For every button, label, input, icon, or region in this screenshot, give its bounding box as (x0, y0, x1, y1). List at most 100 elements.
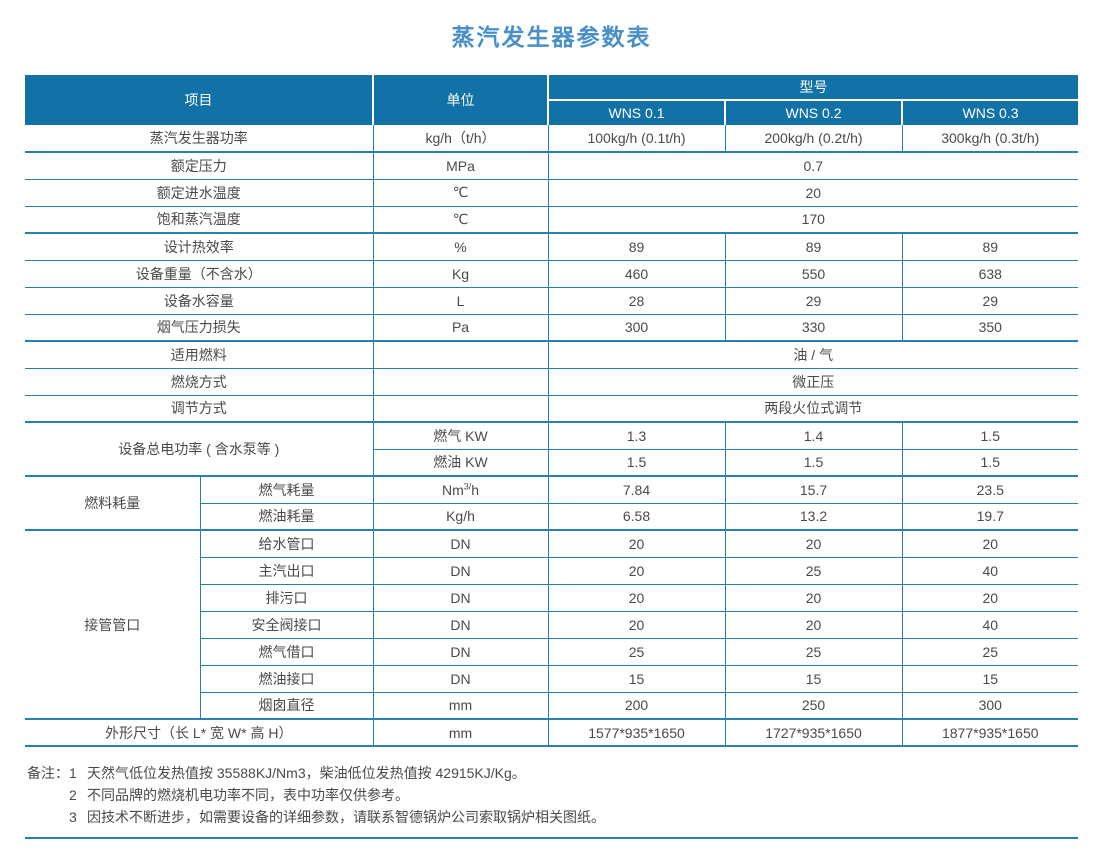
page-title: 蒸汽发生器参数表 (451, 24, 652, 50)
cell-value: 1.5 (547, 449, 725, 477)
cell-value: 300kg/h (0.3t/h) (901, 125, 1079, 153)
table-row: 设备重量（不含水） Kg 460 550 638 (25, 260, 1079, 288)
cell-unit: ℃ (372, 206, 548, 234)
cell-value: 20 (547, 584, 725, 612)
cell-unit: L (372, 287, 548, 315)
table-row: 安全阀接口 DN 20 20 40 (25, 611, 1079, 639)
cell-item: 外形尺寸（长 L* 宽 W* 高 H） (25, 719, 373, 747)
cell-subitem: 安全阀接口 (199, 611, 373, 639)
cell-value-merged: 170 (547, 206, 1079, 234)
cell-value: 1877*935*1650 (901, 719, 1079, 747)
note-item: 1 天然气低位发热值按 35588KJ/Nm3，柴油低位发热值按 42915KJ/… (69, 762, 605, 784)
cell-subitem: 排污口 (199, 584, 373, 612)
cell-value: 20 (724, 611, 902, 639)
cell-value: 300 (901, 692, 1079, 720)
spec-table: 项目 单位 型号 WNS 0.1 WNS 0.2 WNS 0.3 蒸汽发生器功率… (25, 75, 1079, 747)
note-item: 3 因技术不断进步，如需要设备的详细参数，请联系智德锅炉公司索取锅炉相关图纸。 (69, 806, 605, 828)
cell-unit (372, 368, 548, 396)
cell-value-merged: 两段火位式调节 (547, 395, 1079, 423)
cell-value: 200 (547, 692, 725, 720)
cell-value: 20 (724, 584, 902, 612)
cell-value: 15 (901, 665, 1079, 693)
notes-list: 1 天然气低位发热值按 35588KJ/Nm3，柴油低位发热值按 42915KJ/… (69, 762, 605, 828)
cell-value: 13.2 (724, 503, 902, 531)
cell-value: 89 (901, 233, 1079, 261)
cell-item: 饱和蒸汽温度 (25, 206, 373, 234)
cell-unit: Kg (372, 260, 548, 288)
table-row: 燃油耗量 Kg/h 6.58 13.2 19.7 (25, 503, 1079, 531)
page: 蒸汽发生器参数表 项目 单位 型号 WNS 0.1 WNS 0.2 WNS 0.… (25, 24, 1079, 839)
table-row: 饱和蒸汽温度 ℃ 170 (25, 206, 1079, 234)
cell-value: 29 (901, 287, 1079, 315)
cell-value: 638 (901, 260, 1079, 288)
table-row: 设备水容量 L 28 29 29 (25, 287, 1079, 315)
cell-item: 设备水容量 (25, 287, 373, 315)
cell-value: 20 (901, 530, 1079, 558)
cell-unit: DN (372, 584, 548, 612)
cell-item: 额定压力 (25, 152, 373, 180)
cell-group-label: 设备总电功率 ( 含水泵等 ) (25, 422, 373, 477)
table-header: 项目 单位 型号 WNS 0.1 WNS 0.2 WNS 0.3 (25, 75, 1079, 125)
cell-value: 1.5 (724, 449, 902, 477)
note-number: 1 (69, 765, 77, 781)
cell-item: 燃烧方式 (25, 368, 373, 396)
cell-unit: MPa (372, 152, 548, 180)
cell-value: 29 (724, 287, 902, 315)
cell-subitem: 燃气耗量 (199, 476, 373, 504)
note-text: 不同品牌的燃烧机电功率不同，表中功率仅供参考。 (87, 787, 409, 803)
cell-value-merged: 20 (547, 179, 1079, 207)
table-row: 接管管口 给水管口 DN 20 20 20 (25, 530, 1079, 720)
cell-item: 适用燃料 (25, 341, 373, 369)
cell-unit: DN (372, 638, 548, 666)
cell-unit: 燃气 KW (372, 422, 548, 450)
cell-value: 25 (547, 638, 725, 666)
table-row: 外形尺寸（长 L* 宽 W* 高 H） mm 1577*935*1650 172… (25, 719, 1079, 747)
cell-unit (372, 395, 548, 423)
header-model-wns01: WNS 0.1 (547, 100, 725, 125)
cell-value: 15 (547, 665, 725, 693)
cell-value: 20 (901, 584, 1079, 612)
cell-unit (372, 341, 548, 369)
cell-item: 设计热效率 (25, 233, 373, 261)
cell-subitem: 主汽出口 (199, 557, 373, 585)
cell-subitem: 烟囱直径 (199, 692, 373, 720)
table-row: 燃油 KW 1.5 1.5 1.5 (25, 449, 1079, 477)
cell-item: 烟气压力损失 (25, 314, 373, 342)
cell-unit: DN (372, 530, 548, 558)
header-model: 型号 (546, 75, 1079, 101)
cell-unit: Nm3/h (372, 476, 548, 504)
cell-value: 330 (724, 314, 902, 342)
cell-unit: Pa (372, 314, 548, 342)
cell-value: 6.58 (547, 503, 725, 531)
cell-unit: mm (372, 719, 548, 747)
cell-value: 350 (901, 314, 1079, 342)
header-model-wns02: WNS 0.2 (724, 100, 902, 125)
cell-value: 20 (724, 530, 902, 558)
cell-value: 15 (724, 665, 902, 693)
table-row: 额定进水温度 ℃ 20 (25, 179, 1079, 207)
table-row: 额定压力 MPa 0.7 (25, 152, 1079, 180)
table-row: 燃料耗量 燃气耗量 Nm3/h 7.84 15.7 23.5 (25, 476, 1079, 531)
cell-unit: mm (372, 692, 548, 720)
cell-unit: ℃ (372, 179, 548, 207)
header-unit: 单位 (372, 75, 548, 125)
note-item: 2 不同品牌的燃烧机电功率不同，表中功率仅供参考。 (69, 784, 605, 806)
cell-value-merged: 油 / 气 (547, 341, 1079, 369)
cell-value: 15.7 (724, 476, 902, 504)
notes-label: 备注： (27, 765, 69, 781)
cell-unit: 燃油 KW (372, 449, 548, 477)
table-row: 主汽出口 DN 20 25 40 (25, 557, 1079, 585)
table-row: 烟囱直径 mm 200 250 300 (25, 692, 1079, 720)
cell-item: 设备重量（不含水） (25, 260, 373, 288)
cell-value: 200kg/h (0.2t/h) (724, 125, 902, 153)
table-row: 调节方式 两段火位式调节 (25, 395, 1079, 423)
header-item: 项目 (25, 75, 373, 125)
notes: 备注： 1 天然气低位发热值按 35588KJ/Nm3，柴油低位发热值按 4291… (27, 762, 1078, 828)
cell-value: 1.5 (901, 449, 1079, 477)
cell-value: 20 (547, 557, 725, 585)
cell-value: 7.84 (547, 476, 725, 504)
cell-unit: kg/h（t/h） (372, 125, 548, 153)
cell-unit: % (372, 233, 548, 261)
cell-group-label: 燃料耗量 (25, 476, 200, 531)
cell-item: 调节方式 (25, 395, 373, 423)
